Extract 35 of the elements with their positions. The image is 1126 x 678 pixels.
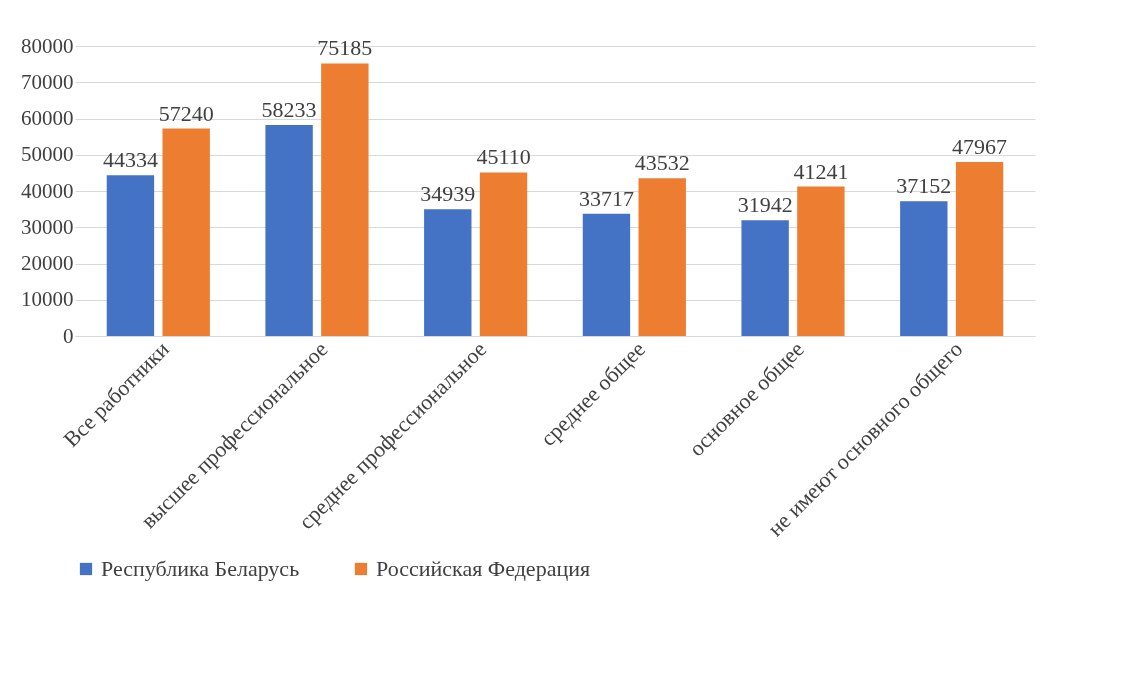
data-label: 37152	[896, 173, 952, 199]
data-label: 34939	[420, 181, 476, 207]
bar	[321, 63, 369, 336]
data-label: 45110	[476, 144, 531, 170]
y-tick-label: 70000	[21, 69, 74, 94]
data-label: 75185	[317, 35, 373, 61]
bar	[955, 162, 1004, 336]
bar	[162, 128, 210, 336]
y-tick-label: 40000	[21, 178, 74, 203]
data-label: 41241	[793, 158, 849, 184]
bar	[479, 172, 528, 336]
legend-label: Республика Беларусь	[101, 556, 300, 581]
y-tick-label: 80000	[21, 33, 74, 58]
bar	[741, 220, 789, 336]
data-label: 57240	[158, 100, 214, 126]
data-label: 58233	[261, 96, 317, 122]
bar	[424, 209, 472, 336]
y-tick-label: 60000	[21, 106, 74, 130]
bar	[797, 186, 845, 336]
legend-label: Российская Федерация	[376, 556, 591, 581]
y-tick-label: 20000	[21, 251, 74, 275]
bar	[265, 124, 313, 336]
y-tick-label: 0	[63, 323, 74, 348]
data-label: 44334	[102, 147, 158, 173]
y-tick-label: 10000	[21, 287, 74, 312]
data-label: 31942	[737, 192, 793, 218]
data-label: 33717	[578, 185, 634, 211]
bar	[582, 213, 631, 336]
bar	[106, 175, 155, 336]
data-label: 47967	[952, 134, 1008, 160]
data-label: 43532	[634, 150, 690, 176]
bar	[900, 201, 948, 336]
y-tick-label: 30000	[21, 214, 74, 239]
bar	[638, 178, 686, 336]
y-tick-label: 50000	[21, 142, 74, 167]
